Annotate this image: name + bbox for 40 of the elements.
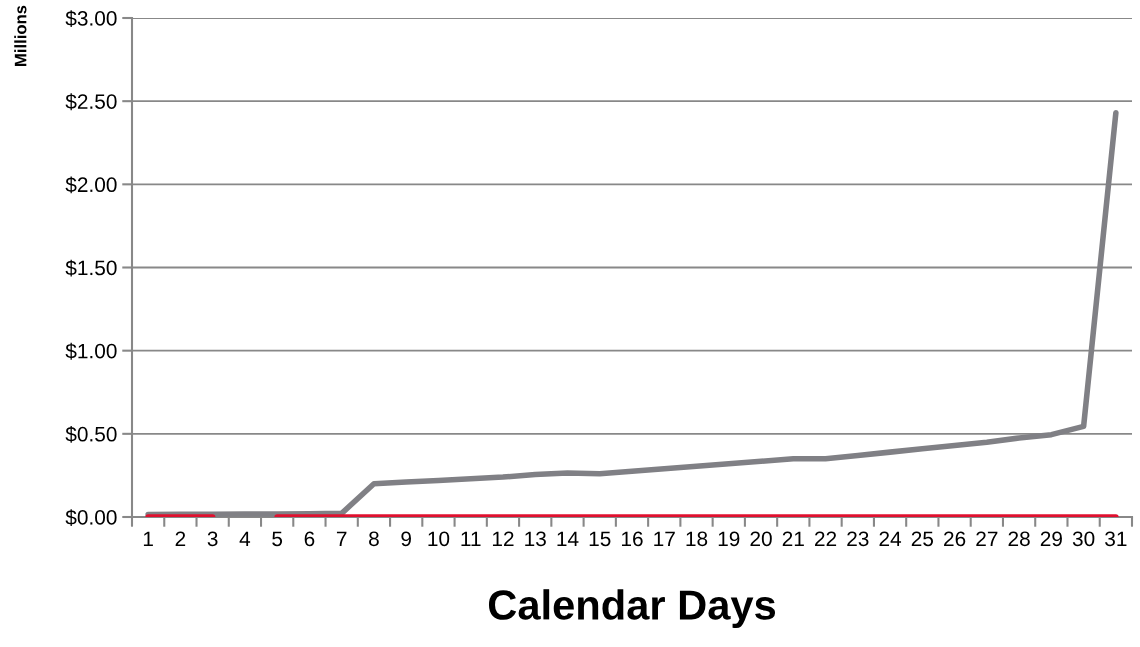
y-tick-label: $0.50: [65, 425, 117, 443]
y-axis-title: Millions: [14, 5, 27, 66]
x-tick-label: 20: [750, 531, 772, 547]
x-tick-label: 17: [654, 531, 675, 546]
x-tick-label: 9: [401, 531, 411, 547]
x-tick-label: 12: [492, 531, 514, 546]
x-tick-label: 23: [847, 531, 869, 547]
x-tick-label: 25: [911, 531, 934, 547]
x-tick-label: 3: [207, 531, 218, 547]
x-tick-label: 14: [557, 531, 579, 546]
x-tick-label: 5: [272, 531, 283, 547]
x-tick-label: 11: [461, 531, 481, 546]
y-tick-label: $3.00: [65, 10, 117, 27]
x-tick-label: 6: [304, 531, 315, 547]
x-tick-label: 19: [718, 531, 740, 547]
x-tick-label: 15: [589, 531, 611, 547]
y-tick-label: $1.50: [65, 259, 117, 277]
x-tick-label: 4: [239, 531, 251, 546]
x-tick-label: 31: [1105, 531, 1127, 547]
x-tick-label: 27: [976, 531, 998, 546]
x-tick-label: 10: [428, 531, 450, 547]
x-tick-label: 30: [1072, 531, 1095, 547]
y-tick-label: $1.00: [65, 342, 117, 360]
x-tick-label: 8: [369, 531, 379, 547]
x-tick-label: 24: [879, 531, 902, 546]
x-tick-label: 21: [782, 531, 804, 546]
x-tick-label: 1: [143, 531, 153, 546]
x-axis-title: Calendar Days: [488, 589, 776, 629]
x-tick-label: 29: [1040, 531, 1062, 547]
x-tick-label: 13: [525, 531, 546, 547]
x-tick-label: 16: [622, 531, 643, 547]
y-tick-label: $2.00: [65, 176, 117, 194]
x-tick-label: 22: [815, 531, 837, 546]
x-tick-label: 28: [1008, 531, 1030, 547]
y-tick-label: $0.00: [65, 509, 117, 526]
x-tick-label: 7: [336, 531, 347, 546]
x-tick-label: 26: [944, 531, 966, 547]
x-tick-label: 2: [175, 531, 186, 546]
y-tick-label: $2.50: [65, 93, 117, 111]
x-tick-label: 18: [686, 531, 708, 547]
